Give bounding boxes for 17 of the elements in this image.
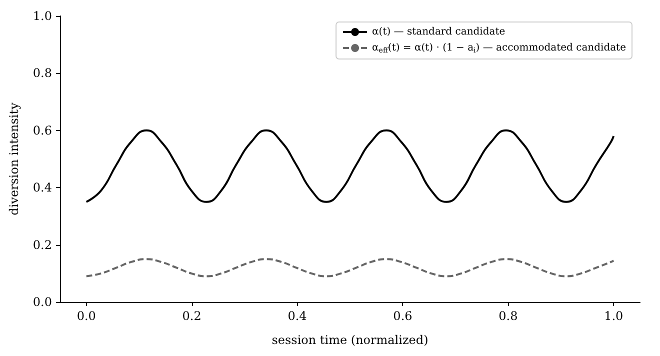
x-axis-title: session time (normalized) xyxy=(272,333,428,347)
line-series xyxy=(85,258,615,278)
y-tick-label: 0.6 xyxy=(32,123,52,138)
x-tick-label: 1.0 xyxy=(604,309,624,323)
y-tick-label: 0.2 xyxy=(32,238,52,252)
y-tick-label: 0.4 xyxy=(32,180,52,195)
x-tick-label: 0.0 xyxy=(76,309,96,323)
y-tick-label: 0.0 xyxy=(32,295,52,309)
legend-label: α(t) — standard candidate xyxy=(372,26,506,38)
y-axis-title: diversion intensity xyxy=(7,102,21,216)
x-tick-label: 0.8 xyxy=(498,309,518,323)
x-tick-label: 0.4 xyxy=(288,309,308,323)
x-tick-label: 0.2 xyxy=(182,309,202,323)
x-tick-label: 0.6 xyxy=(393,309,412,323)
y-tick-label: 1.0 xyxy=(32,9,52,23)
line-series xyxy=(85,129,615,203)
y-tick-label: 0.8 xyxy=(32,66,52,80)
